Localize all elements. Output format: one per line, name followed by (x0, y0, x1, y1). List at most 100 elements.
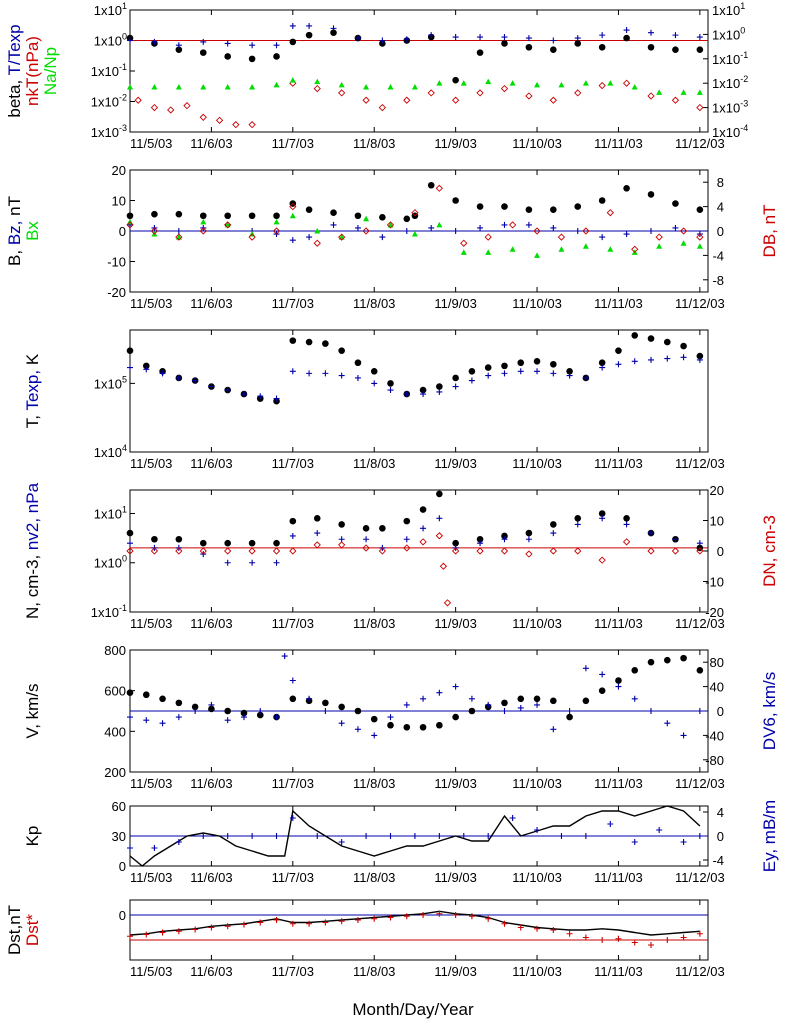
chart-panel-magnetic-field: 11/5/03 11/6/03 11/7/03 11/8/03 11/9/03 11/10… (5, 163, 779, 311)
data-point (224, 212, 231, 220)
data-point (566, 372, 573, 379)
data-point (126, 212, 134, 220)
data-point (599, 32, 606, 39)
data-point (191, 703, 199, 711)
data-point (501, 920, 508, 927)
data-point (501, 370, 508, 377)
data-point (273, 395, 280, 402)
y-tick-label: 400 (104, 724, 126, 739)
data-point (550, 37, 557, 44)
data-point (199, 212, 207, 220)
series-dst (129, 910, 700, 936)
x-tick-label: 11/8/03 (353, 964, 395, 979)
x-tick-label: 11/5/03 (130, 870, 172, 885)
data-point (127, 845, 133, 851)
data-point (159, 929, 166, 936)
data-point (354, 917, 361, 923)
series-dv6 (127, 653, 703, 739)
data-point (680, 342, 687, 350)
data-point (273, 833, 280, 839)
data-point (127, 714, 133, 721)
data-point (615, 347, 622, 354)
data-point (224, 83, 231, 90)
data-point (679, 227, 688, 235)
data-point (419, 386, 427, 394)
y-tick-label: 60 (112, 799, 126, 814)
y-axis-label-part: T/Texp (5, 24, 24, 79)
y-axis-label-part: Na/Np (41, 47, 60, 95)
data-point (509, 246, 516, 252)
y-tick-label: 800 (104, 643, 126, 658)
data-point (452, 539, 459, 547)
data-point (127, 83, 133, 90)
data-point (622, 538, 631, 546)
data-point (354, 374, 361, 381)
data-point (208, 701, 215, 708)
series-na-np (127, 77, 703, 95)
data-point (525, 92, 533, 100)
data-point (622, 79, 631, 87)
data-point (623, 185, 630, 192)
chart-panel-density: 11/5/03 11/6/03 11/7/03 11/8/03 11/9/03 11/10… (23, 482, 779, 631)
data-point (680, 354, 687, 361)
data-point (126, 689, 134, 696)
data-point (485, 701, 492, 708)
y2-tick-label: -40 (705, 728, 724, 743)
data-point (574, 203, 582, 210)
data-point (696, 356, 703, 363)
data-point (240, 714, 247, 721)
y-tick-label: 1x100 (94, 554, 127, 571)
data-point (127, 933, 133, 940)
data-point (379, 37, 386, 44)
data-point (126, 529, 134, 537)
data-point (428, 32, 435, 39)
data-point (468, 695, 475, 702)
y-axis-label-part: nv2, nPa (23, 482, 42, 554)
data-point (501, 221, 508, 228)
data-point (534, 81, 541, 88)
data-point (485, 915, 492, 922)
data-point (460, 249, 467, 255)
y-axis-label-part: T, (23, 415, 42, 428)
data-point (224, 387, 231, 394)
data-point (501, 40, 508, 47)
data-point (696, 34, 703, 41)
data-point (574, 35, 581, 42)
x-tick-label: 11/12/03 (675, 296, 725, 311)
data-point (648, 942, 655, 948)
data-point (663, 338, 671, 346)
data-point (224, 539, 231, 547)
data-point (127, 540, 133, 547)
data-point (387, 914, 394, 921)
data-point (525, 206, 533, 213)
data-point (550, 697, 557, 705)
data-point (363, 83, 370, 90)
x-tick-label: 11/9/03 (434, 776, 476, 791)
data-point (330, 29, 337, 37)
data-point (289, 38, 297, 46)
y2-tick-label: 20 (710, 483, 724, 498)
x-tick-label: 11/5/03 (130, 964, 172, 979)
data-point (452, 197, 459, 204)
data-point (338, 839, 345, 845)
data-point (199, 113, 207, 121)
data-point (387, 221, 394, 228)
data-point (248, 547, 256, 555)
data-point (420, 525, 427, 532)
data-point (306, 695, 313, 702)
data-point (150, 547, 159, 555)
data-point (647, 92, 655, 100)
data-point (387, 380, 394, 387)
data-point (354, 707, 362, 715)
y-axis-label: B, Bz, nT (5, 196, 24, 266)
y2-tick-label: 1x100 (712, 25, 745, 42)
data-point (606, 209, 614, 217)
data-point (631, 839, 638, 845)
data-point (558, 246, 565, 252)
x-tick-label: 11/7/03 (272, 456, 314, 471)
data-point (607, 80, 614, 86)
data-point (143, 717, 150, 724)
data-point (631, 83, 638, 90)
x-tick-label: 11/12/03 (675, 870, 725, 885)
data-point (199, 539, 207, 547)
